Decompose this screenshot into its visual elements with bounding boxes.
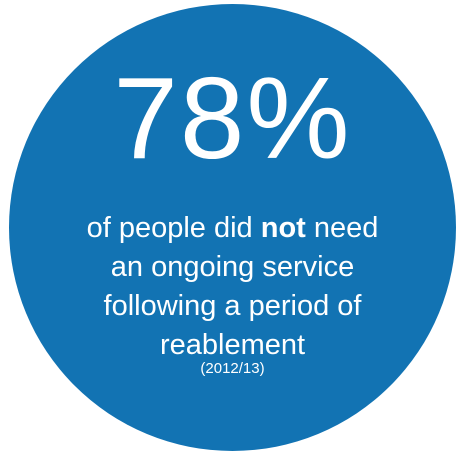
description-line-1-end: need — [305, 212, 379, 244]
description-line-1: of people did not need — [9, 209, 456, 248]
stat-circle: 78% of people did not need an ongoing se… — [9, 4, 456, 451]
stat-description: of people did not need an ongoing servic… — [9, 209, 456, 365]
description-line-4: reablement — [159, 329, 306, 361]
stat-percentage: 78% — [113, 53, 352, 183]
description-line-3: following a period of — [103, 290, 362, 322]
description-line-1-start: of people did — [86, 212, 261, 244]
description-line-2: an ongoing service — [110, 251, 355, 283]
stat-year: (2012/13) — [200, 360, 265, 377]
description-emphasis: not — [260, 212, 306, 244]
